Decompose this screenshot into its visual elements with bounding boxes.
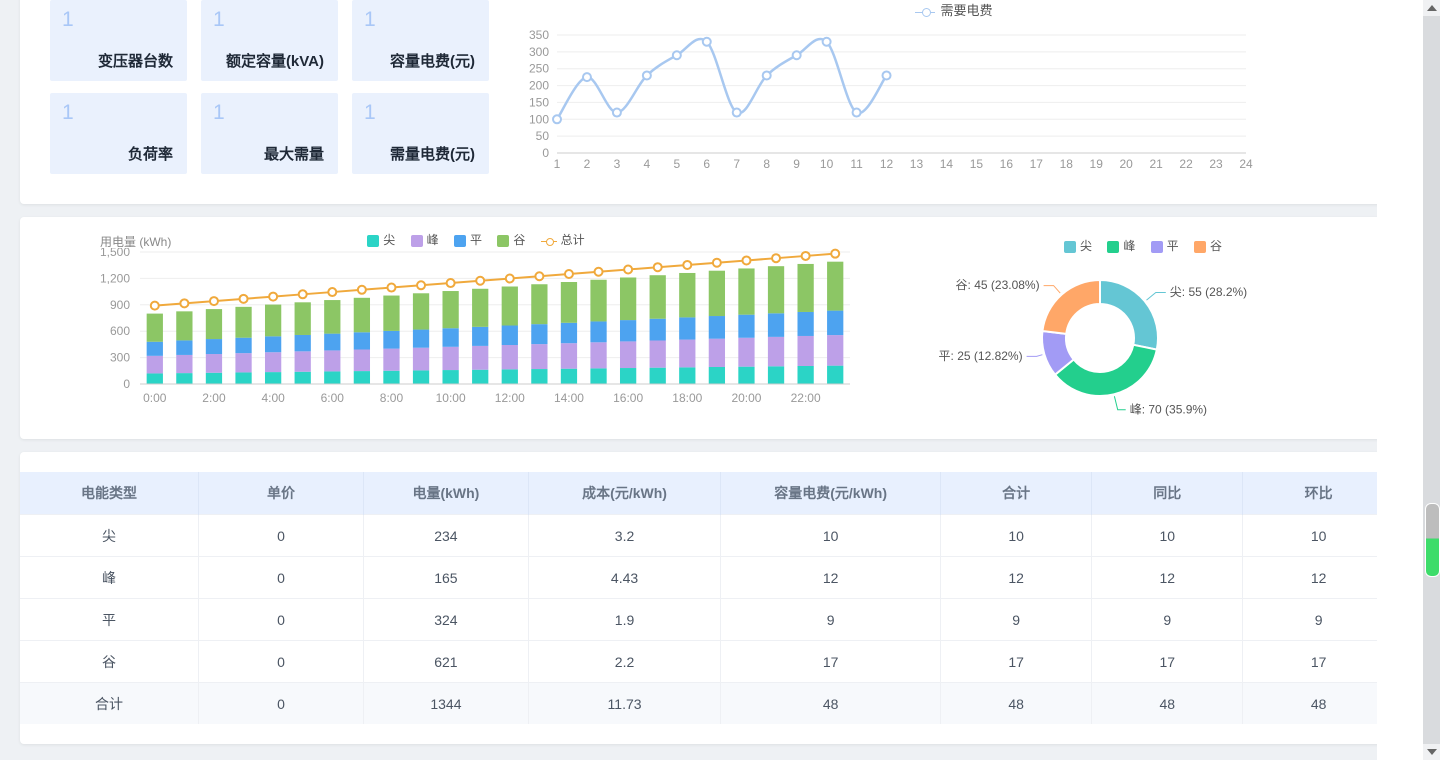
svg-text:2: 2 [584,157,591,171]
svg-text:8:00: 8:00 [380,391,404,405]
svg-text:600: 600 [110,324,130,338]
svg-text:12: 12 [880,157,894,171]
svg-text:22: 22 [1179,157,1193,171]
svg-text:16:00: 16:00 [613,391,643,405]
svg-text:平: 25 (12.82%): 平: 25 (12.82%) [939,349,1023,363]
svg-text:0: 0 [542,146,549,160]
svg-text:18:00: 18:00 [672,391,702,405]
svg-text:谷: 45 (23.08%): 谷: 45 (23.08%) [956,278,1040,292]
svg-text:6:00: 6:00 [321,391,345,405]
svg-text:尖: 55 (28.2%): 尖: 55 (28.2%) [1170,285,1247,299]
svg-text:8: 8 [763,157,770,171]
svg-text:17: 17 [1030,157,1044,171]
svg-text:23: 23 [1209,157,1223,171]
svg-text:100: 100 [529,112,549,126]
svg-text:50: 50 [536,129,550,143]
svg-text:1,200: 1,200 [100,271,130,285]
svg-text:4: 4 [644,157,651,171]
svg-text:4:00: 4:00 [261,391,285,405]
svg-text:150: 150 [529,95,549,109]
svg-text:10:00: 10:00 [436,391,466,405]
svg-text:1: 1 [554,157,561,171]
svg-text:250: 250 [529,62,549,76]
svg-text:9: 9 [793,157,800,171]
svg-text:16: 16 [1000,157,1014,171]
svg-text:峰: 70 (35.9%): 峰: 70 (35.9%) [1130,402,1207,416]
svg-text:2:00: 2:00 [202,391,226,405]
svg-text:3: 3 [614,157,621,171]
svg-text:900: 900 [110,298,130,312]
svg-text:12:00: 12:00 [495,391,525,405]
svg-text:350: 350 [529,28,549,42]
svg-text:15: 15 [970,157,984,171]
svg-text:22:00: 22:00 [791,391,821,405]
svg-text:21: 21 [1149,157,1163,171]
svg-text:6: 6 [703,157,710,171]
svg-text:0: 0 [123,377,130,391]
svg-text:0:00: 0:00 [143,391,167,405]
svg-text:20:00: 20:00 [731,391,761,405]
svg-text:7: 7 [733,157,740,171]
svg-text:20: 20 [1119,157,1133,171]
svg-text:14:00: 14:00 [554,391,584,405]
svg-text:18: 18 [1060,157,1074,171]
svg-text:14: 14 [940,157,954,171]
svg-text:19: 19 [1090,157,1104,171]
svg-text:200: 200 [529,79,549,93]
svg-text:10: 10 [820,157,834,171]
svg-text:300: 300 [110,351,130,365]
svg-text:24: 24 [1239,157,1253,171]
svg-text:13: 13 [910,157,924,171]
svg-text:5: 5 [673,157,680,171]
svg-text:11: 11 [850,157,863,171]
svg-text:300: 300 [529,45,549,59]
